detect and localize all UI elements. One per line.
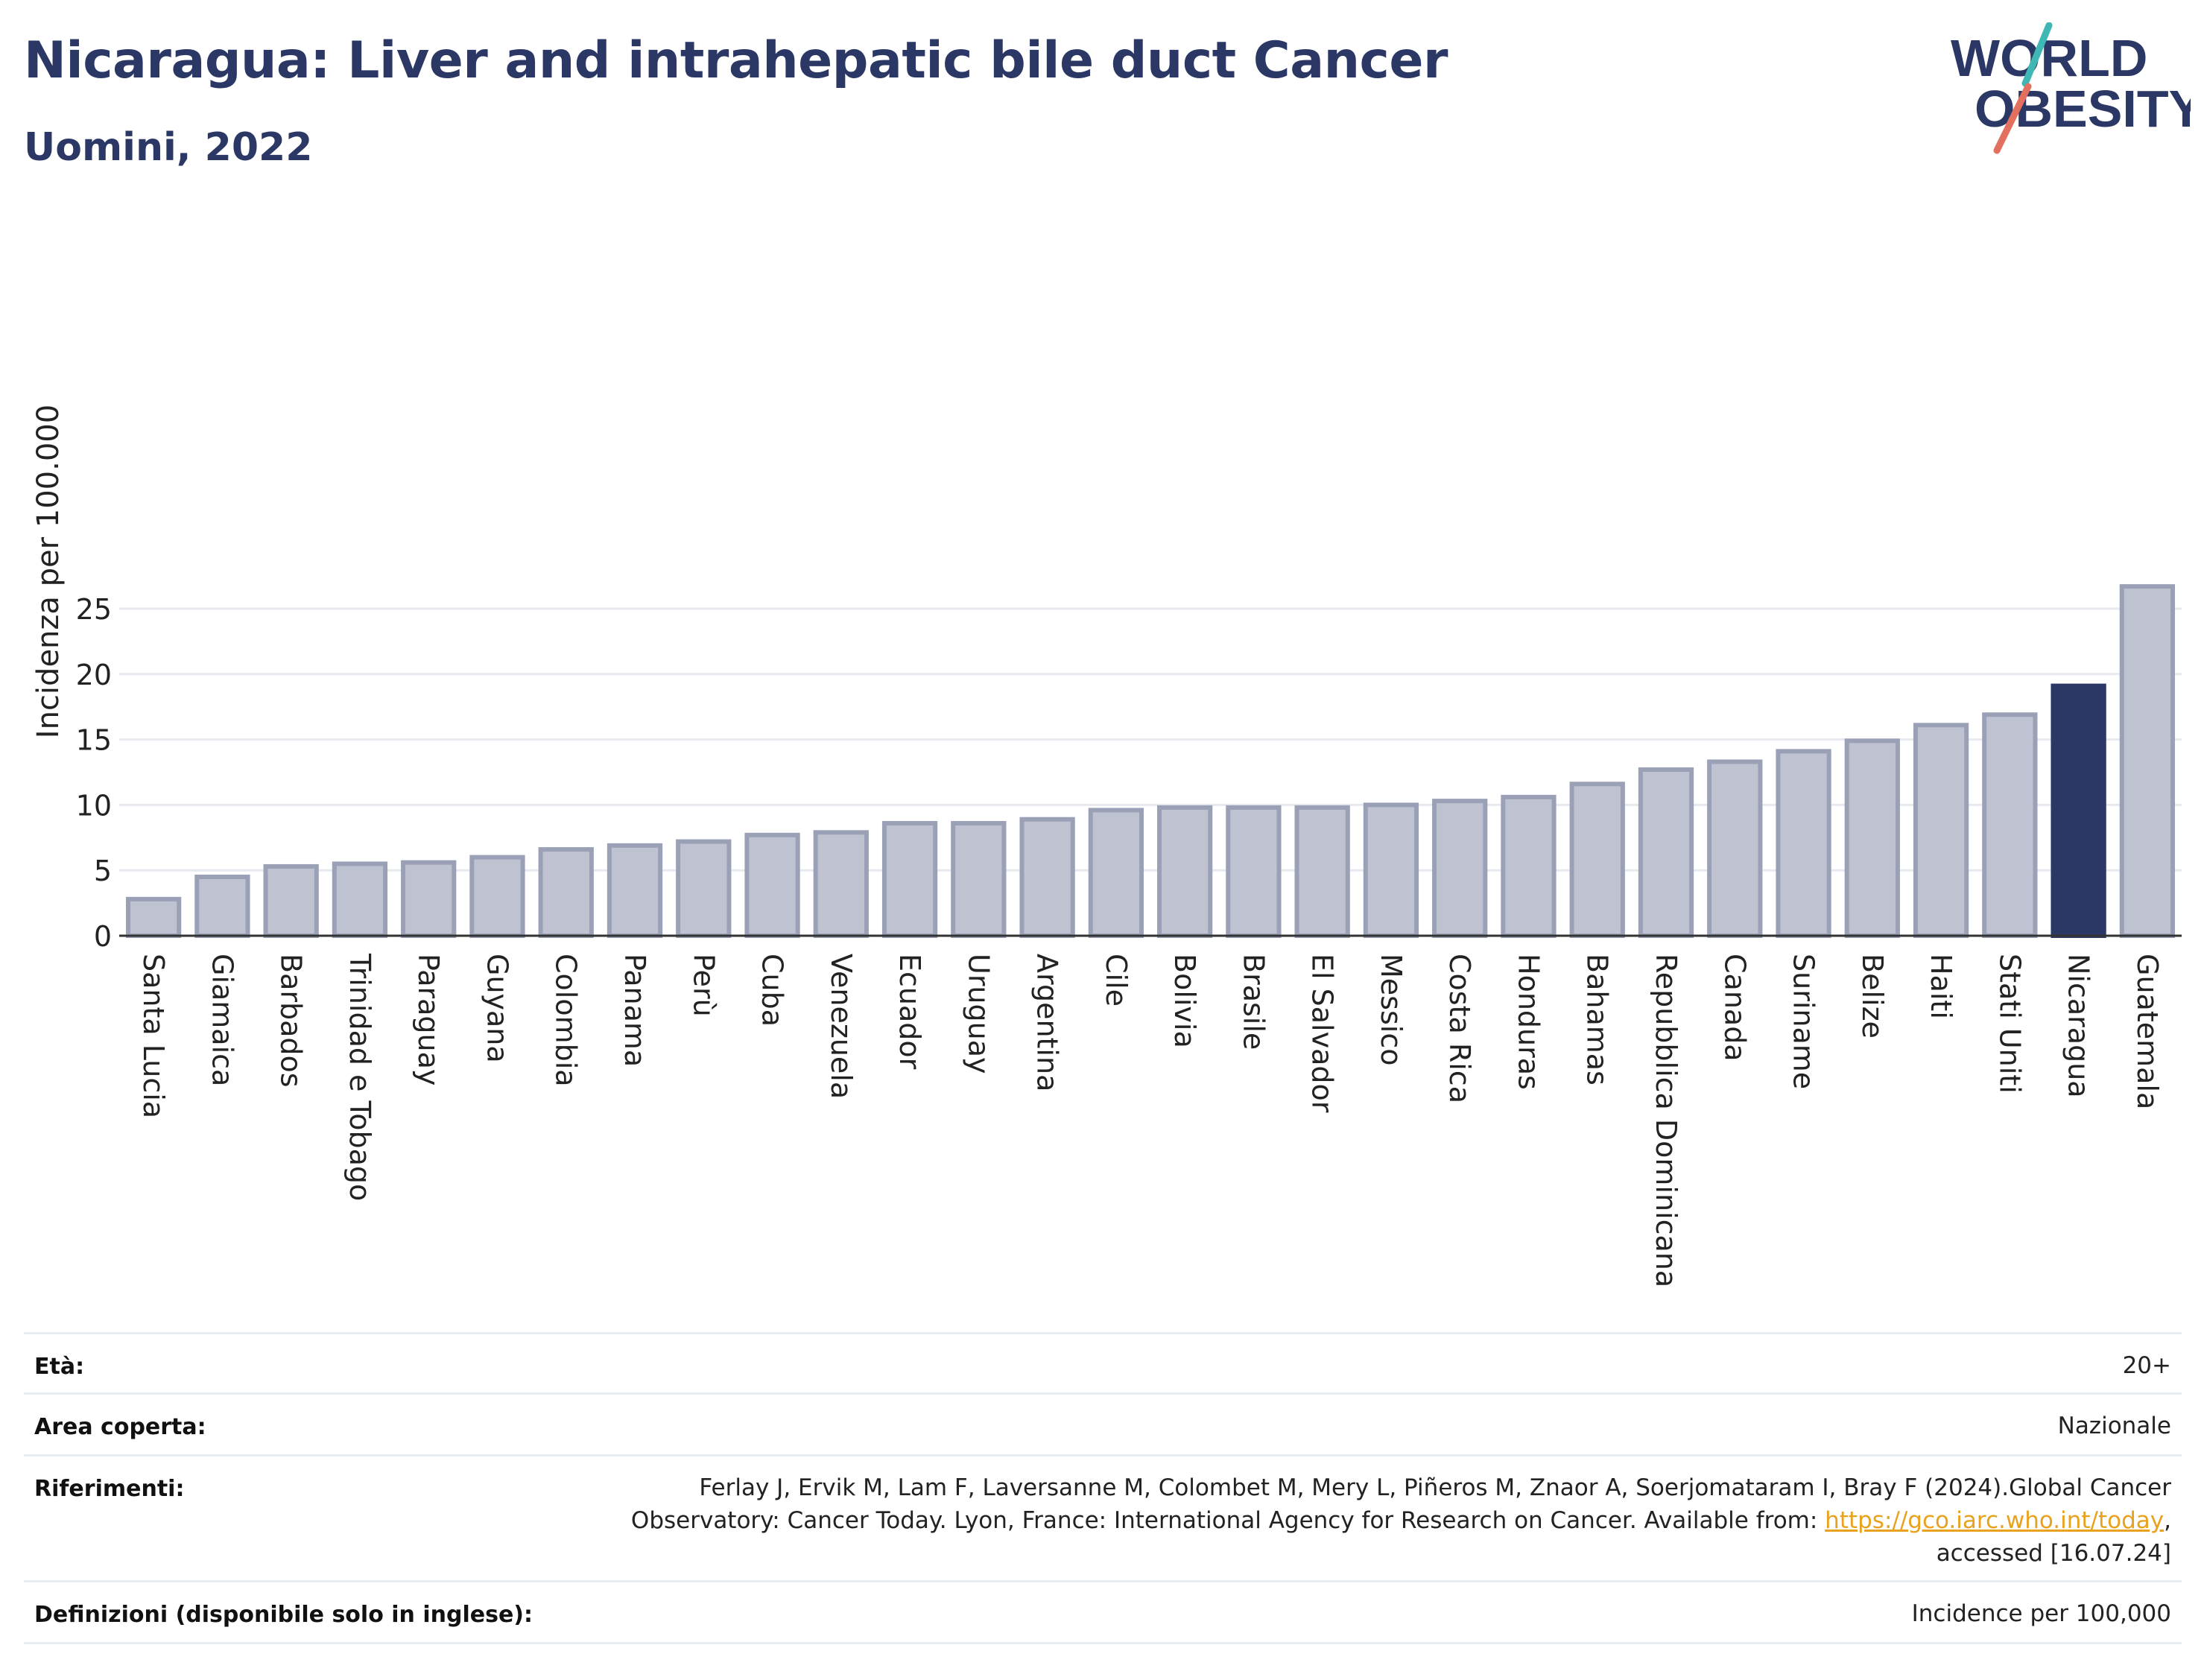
x-tick-label: Paraguay [412,954,445,1085]
bar-cuba [744,832,800,938]
references-line-2-comma: , [2164,1507,2171,1534]
bar-barbados [263,863,319,939]
y-axis-label: Incidenza per 100.000 [31,405,66,738]
logo-word-world: WORLD [1951,29,2147,87]
footer-row-area: Area coperta: Nazionale [24,1392,2182,1454]
bar-guatemala [2119,584,2176,938]
bar-el-salvador [1294,805,1350,938]
bar-ecuador [881,820,938,939]
axes: 0 5 10 15 20 25 Santa Lucia Giamaica Barbados Tri… [76,593,2182,1287]
metadata-table: Età: 20+ Area coperta: Nazionale Riferim… [24,1332,2182,1644]
references-line-2: Observatory: Cancer Today. Lyon, France:… [631,1504,2171,1537]
definitions-value: Incidence per 100,000 [1911,1600,2171,1627]
age-label: Età: [34,1354,85,1380]
x-tick-label: Haiti [1925,954,1957,1019]
bar-giamaica [194,874,250,938]
references-line-1: Ferlay J, Ervik M, Lam F, Laversanne M, … [699,1474,2171,1501]
y-tick-label: 10 [76,789,112,822]
bar-brasile [1226,805,1282,938]
bar-chart: 0 5 10 15 20 25 Santa Lucia Giamaica Barbados Tri… [31,405,2182,1287]
bar-paraguay [401,860,457,938]
bar-repubblica-dominicana [1638,767,1694,939]
y-tick-label: 20 [76,659,112,691]
references-link[interactable]: https://gco.iarc.who.int/today [1825,1507,2165,1534]
chart-title: Nicaragua: Liver and intrahepatic bile d… [24,31,1448,90]
bar-panama [607,843,663,939]
y-tick-label: 5 [94,855,112,887]
x-tick-label: Bolivia [1168,954,1201,1048]
bar-colombia [538,847,594,938]
x-tick-label: Guatemala [2131,954,2164,1109]
bar-honduras [1501,794,1557,939]
x-tick-label: Messico [1375,954,1407,1065]
bar-cile [1088,808,1144,938]
y-tick-label: 0 [94,920,112,953]
world-obesity-logo: WORLD OBESITY [1951,22,2191,154]
x-tick-label: Costa Rica [1443,954,1476,1103]
x-tick-label: Suriname [1787,954,1820,1089]
x-tick-label: Bahamas [1581,954,1614,1085]
area-label: Area coperta: [34,1414,206,1440]
bar-nicaragua [2051,683,2106,938]
x-tick-label: Trinidad e Tobago [343,953,376,1201]
definitions-label: Definizioni (disponibile solo in inglese… [34,1602,533,1628]
references-line-2-text: Observatory: Cancer Today. Lyon, France:… [630,1507,1825,1534]
bar-santa-lucia [125,896,182,939]
bar-costa-rica [1432,799,1488,938]
logo-slash-teal [2021,22,2053,87]
bar-stati-uniti [1982,712,2038,939]
x-tick-label: Brasile [1237,954,1270,1050]
footer-row-age: Età: 20+ [24,1332,2182,1392]
bar-belize [1844,738,1900,939]
x-tick-label: Belize [1856,954,1889,1039]
x-tick-label: Honduras [1512,954,1545,1090]
age-value: 20+ [2122,1352,2171,1379]
logo-slash-coral [1993,83,2032,154]
bar-trinidad-e-tobago [332,861,388,939]
x-tick-label: Venezuela [825,954,858,1099]
bar-bolivia [1156,805,1213,938]
bar-suriname [1776,749,1831,938]
bar-haiti [1913,723,1969,938]
area-value: Nazionale [2057,1413,2171,1439]
y-tick-label: 25 [76,593,112,626]
x-tick-label: Ecuador [893,954,926,1070]
references-line-3: accessed [16.07.24] [1936,1540,2171,1567]
x-tick-label: Nicaragua [2062,954,2095,1098]
footer-row-references: Riferimenti: Ferlay J, Ervik M, Lam F, L… [24,1454,2182,1580]
x-tick-label: Perù [687,954,720,1017]
x-tick-label: Panama [618,954,651,1067]
bar-venezuela [813,830,869,938]
x-tick-label: Argentina [1031,954,1064,1091]
x-tick-label: El Salvador [1306,954,1339,1113]
x-tick-label: Cile [1100,954,1133,1007]
references-label: Riferimenti: [34,1476,185,1502]
bar-guyana [469,855,525,939]
x-tick-label: Repubblica Dominicana [1650,954,1682,1287]
x-tick-label: Canada [1718,954,1751,1062]
x-tick-label: Colombia [550,954,583,1087]
x-tick-label: Barbados [275,954,308,1088]
bar-uruguay [951,820,1007,939]
x-tick-label: Uruguay [962,954,995,1074]
bar-messico [1363,802,1419,939]
bar-argentina [1019,817,1075,938]
x-tick-label: Stati Uniti [1993,954,2026,1094]
bar-canada [1707,759,1763,939]
x-tick-label: Giamaica [206,954,238,1086]
footer-row-definitions: Definizioni (disponibile solo in inglese… [24,1580,2182,1644]
references-value: Ferlay J, Ervik M, Lam F, Laversanne M, … [631,1471,2171,1570]
bar-bahamas [1569,782,1625,938]
bar-per- [676,839,732,938]
gridlines [119,607,2182,872]
y-tick-label: 15 [76,724,112,757]
x-tick-label: Guyana [481,954,513,1063]
x-tick-label: Santa Lucia [137,954,170,1118]
bars [125,584,2176,939]
x-tick-label: Cuba [756,954,789,1027]
chart-subtitle: Uomini, 2022 [24,125,313,170]
